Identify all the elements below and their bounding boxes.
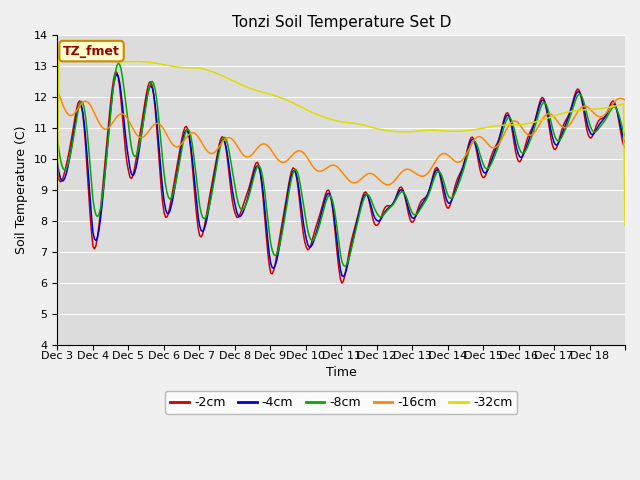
Y-axis label: Soil Temperature (C): Soil Temperature (C): [15, 126, 28, 254]
X-axis label: Time: Time: [326, 366, 356, 379]
Text: TZ_fmet: TZ_fmet: [63, 45, 120, 58]
Legend: -2cm, -4cm, -8cm, -16cm, -32cm: -2cm, -4cm, -8cm, -16cm, -32cm: [165, 391, 517, 414]
Title: Tonzi Soil Temperature Set D: Tonzi Soil Temperature Set D: [232, 15, 451, 30]
